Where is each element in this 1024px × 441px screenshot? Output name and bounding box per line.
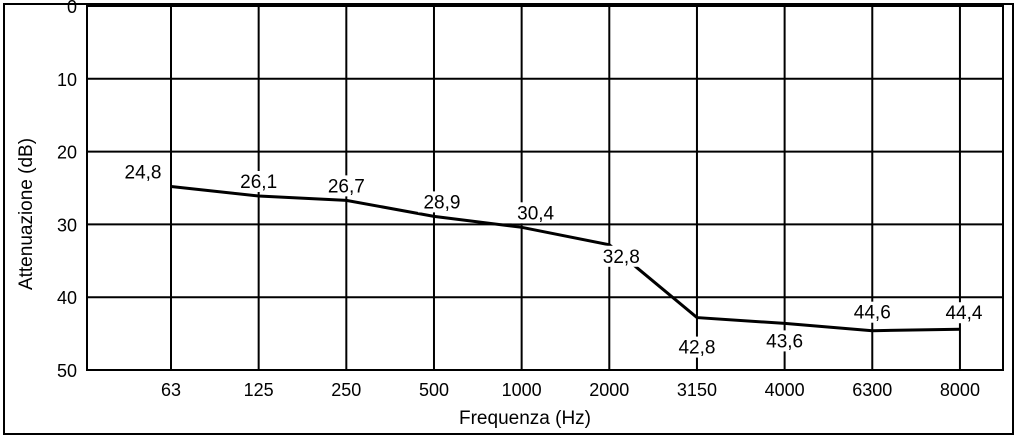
y-tick-label: 50 [57, 361, 77, 381]
data-label: 44,4 [945, 303, 982, 324]
data-label: 30,4 [517, 203, 554, 224]
data-label-background [234, 171, 283, 193]
y-tick-label: 40 [57, 288, 77, 308]
y-tick-label: 10 [57, 70, 77, 90]
x-tick-label: 6300 [852, 380, 892, 400]
y-tick-label: 0 [67, 0, 77, 17]
y-tick-label: 20 [57, 143, 77, 163]
y-axis-ticks: 0 10 20 30 40 50 [57, 0, 77, 381]
plot-area [86, 5, 1004, 371]
y-tick-label: 30 [57, 215, 77, 235]
x-tick-label: 8000 [940, 380, 980, 400]
y-axis-label: Attenuazione (dB) [16, 138, 37, 290]
data-label: 26,7 [328, 176, 365, 197]
data-label: 44,6 [854, 303, 891, 324]
x-tick-label: 1000 [502, 380, 542, 400]
x-tick-label: 250 [331, 380, 361, 400]
data-label-background [511, 202, 560, 224]
data-label: 42,8 [678, 338, 715, 359]
data-label-background [417, 191, 466, 213]
x-tick-label: 4000 [765, 380, 805, 400]
data-label-background [672, 336, 721, 358]
data-label: 43,6 [766, 331, 803, 352]
x-tick-label: 63 [161, 380, 181, 400]
data-label-background [939, 302, 988, 324]
data-label-background [760, 330, 809, 352]
data-label: 24,8 [125, 163, 162, 184]
x-tick-label: 500 [419, 380, 449, 400]
data-label: 28,9 [423, 192, 460, 213]
x-axis-label: Frequenza (Hz) [459, 408, 591, 429]
data-label: 32,8 [603, 247, 640, 268]
data-label-background [322, 175, 371, 197]
data-label-background [848, 301, 897, 323]
data-label-background [119, 161, 167, 183]
x-axis-ticks: 63 125 250 500 1000 2000 3150 4000 6300 8000 [161, 380, 980, 400]
x-tick-label: 125 [244, 380, 274, 400]
data-labels: 24,8 26,1 26,7 28,9 30,4 32,8 42,8 43,6 44,6 44,4 [119, 161, 988, 359]
x-tick-label: 2000 [589, 380, 629, 400]
data-label-background [597, 245, 646, 267]
data-label: 26,1 [240, 172, 277, 193]
x-tick-label: 3150 [677, 380, 717, 400]
grid [87, 6, 1003, 370]
series-line [170, 185, 960, 333]
